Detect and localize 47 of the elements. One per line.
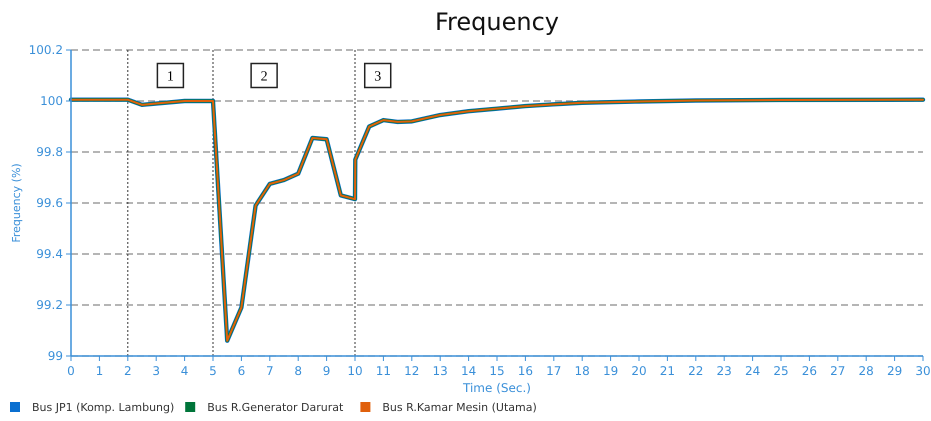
y-tick-label: 99.6 (36, 196, 63, 210)
chart-title: Frequency (435, 8, 559, 36)
y-tick-label: 99.4 (36, 247, 63, 261)
x-axis-title: Time (Sec.) (462, 381, 531, 395)
x-tick-label: 1 (96, 364, 104, 378)
x-tick-label: 18 (574, 364, 590, 378)
y-tick-label: 99.2 (36, 298, 63, 312)
x-tick-label: 10 (347, 364, 363, 378)
y-axis-title: Frequency (%) (10, 163, 23, 243)
y-tick-label: 99.8 (36, 145, 63, 159)
x-tick-label: 11 (376, 364, 392, 378)
x-tick-label: 13 (432, 364, 448, 378)
x-tick-label: 29 (886, 364, 902, 378)
x-tick-label: 25 (773, 364, 789, 378)
x-tick-label: 24 (744, 364, 760, 378)
legend-label: Bus R.Kamar Mesin (Utama) (382, 401, 537, 414)
x-tick-label: 0 (67, 364, 75, 378)
x-tick-label: 17 (546, 364, 562, 378)
x-tick-label: 12 (404, 364, 420, 378)
x-tick-label: 19 (602, 364, 618, 378)
x-tick-label: 30 (915, 364, 931, 378)
x-tick-label: 16 (518, 364, 534, 378)
legend-label: Bus JP1 (Komp. Lambung) (32, 401, 174, 414)
annotation: 3 (374, 70, 382, 84)
legend-label: Bus R.Generator Darurat (207, 401, 344, 414)
y-tick-label: 99 (48, 349, 63, 363)
x-tick-label: 3 (152, 364, 160, 378)
x-tick-label: 7 (266, 364, 274, 378)
x-tick-label: 6 (238, 364, 246, 378)
annotation: 2 (260, 70, 268, 84)
x-tick-label: 20 (631, 364, 647, 378)
x-tick-label: 9 (322, 364, 330, 378)
y-tick-label: 100 (40, 94, 63, 108)
x-tick-label: 27 (830, 364, 846, 378)
x-tick-label: 22 (688, 364, 704, 378)
annotation: 1 (166, 70, 174, 84)
x-tick-label: 21 (660, 364, 676, 378)
x-tick-label: 28 (858, 364, 874, 378)
x-tick-label: 2 (124, 364, 132, 378)
x-tick-label: 5 (209, 364, 217, 378)
x-tick-label: 8 (294, 364, 302, 378)
y-tick-label: 100.2 (28, 43, 63, 57)
x-tick-label: 4 (180, 364, 188, 378)
x-tick-label: 15 (489, 364, 505, 378)
x-tick-label: 23 (716, 364, 732, 378)
x-tick-label: 26 (802, 364, 818, 378)
x-tick-label: 14 (460, 364, 476, 378)
